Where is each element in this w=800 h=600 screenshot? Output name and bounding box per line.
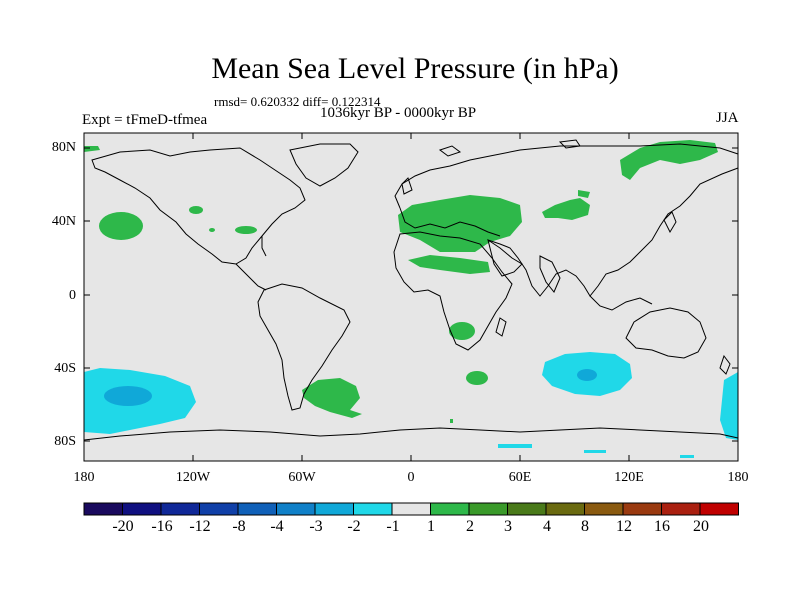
coastline-eurasia — [394, 143, 739, 297]
map-frame — [83, 132, 739, 462]
colorbar-swatch — [622, 502, 662, 516]
colorbar — [83, 502, 739, 516]
colorbar-swatch — [391, 502, 431, 516]
positive-anomaly-regions — [84, 140, 718, 423]
colorbar-swatch — [430, 502, 470, 516]
coastline-australia — [625, 307, 707, 359]
colorbar-swatch — [122, 502, 162, 516]
coastline-south-america — [257, 283, 351, 411]
colorbar-label: -12 — [189, 518, 211, 535]
season-label: JJA — [716, 110, 739, 126]
coastline-antarctica — [83, 427, 739, 441]
colorbar-label: -1 — [386, 518, 400, 535]
colorbar-swatch — [83, 502, 123, 516]
colorbar-label: -2 — [347, 518, 361, 535]
colorbar-label: 1 — [427, 518, 435, 535]
stats-text: rmsd= 0.620332 diff= 0.122314 — [214, 94, 381, 109]
lat-tick-40s: 40S — [54, 361, 76, 376]
coastline-africa — [393, 231, 513, 351]
lon-tick-60w: 60W — [288, 470, 316, 485]
coastlines — [83, 139, 739, 441]
lon-tick-180e: 180 — [727, 470, 749, 485]
colorbar-swatch — [160, 502, 200, 516]
experiment-label: Expt = tFmeD-tfmea — [82, 112, 208, 128]
colorbar-swatch — [353, 502, 393, 516]
lon-tick-120e: 120E — [614, 470, 644, 485]
colorbar-label: 4 — [543, 518, 551, 535]
colorbar-label: -3 — [309, 518, 323, 535]
colorbar-label: -16 — [151, 518, 173, 535]
negative-anomaly-regions — [84, 352, 738, 458]
colorbar-swatch — [584, 502, 624, 516]
lat-tick-80n: 80N — [51, 140, 76, 155]
colorbar-label: 12 — [616, 518, 632, 535]
colorbar-swatch — [699, 502, 739, 516]
lon-tick-60e: 60E — [508, 470, 532, 485]
colorbar-label: 8 — [581, 518, 589, 535]
colorbar-label: -20 — [112, 518, 134, 535]
colorbar-label: 2 — [466, 518, 474, 535]
period-text: 1036kyr BP - 0000kyr BP — [320, 105, 477, 121]
lon-tick-180w: 180 — [73, 470, 95, 485]
map-title: Mean Sea Level Pressure (in hPa) — [211, 52, 619, 85]
lon-tick-0: 0 — [407, 470, 415, 485]
colorbar-label: 16 — [654, 518, 670, 535]
colorbar-swatch — [276, 502, 316, 516]
colorbar-swatch — [237, 502, 277, 516]
colorbar-swatch — [314, 502, 354, 516]
lat-tick-40n: 40N — [51, 214, 76, 229]
colorbar-swatch — [545, 502, 585, 516]
lon-tick-120w: 120W — [175, 470, 211, 485]
colorbar-label: -8 — [232, 518, 246, 535]
lat-tick-80s: 80S — [54, 434, 76, 449]
colorbar-swatch — [507, 502, 547, 516]
colorbar-label: -4 — [270, 518, 284, 535]
colorbar-label: 3 — [504, 518, 512, 535]
colorbar-swatch — [661, 502, 701, 516]
colorbar-swatch — [468, 502, 508, 516]
colorbar-swatch — [199, 502, 239, 516]
coastline-greenland — [289, 143, 359, 187]
colorbar-label: 20 — [693, 518, 709, 535]
lat-tick-0: 0 — [69, 288, 76, 303]
